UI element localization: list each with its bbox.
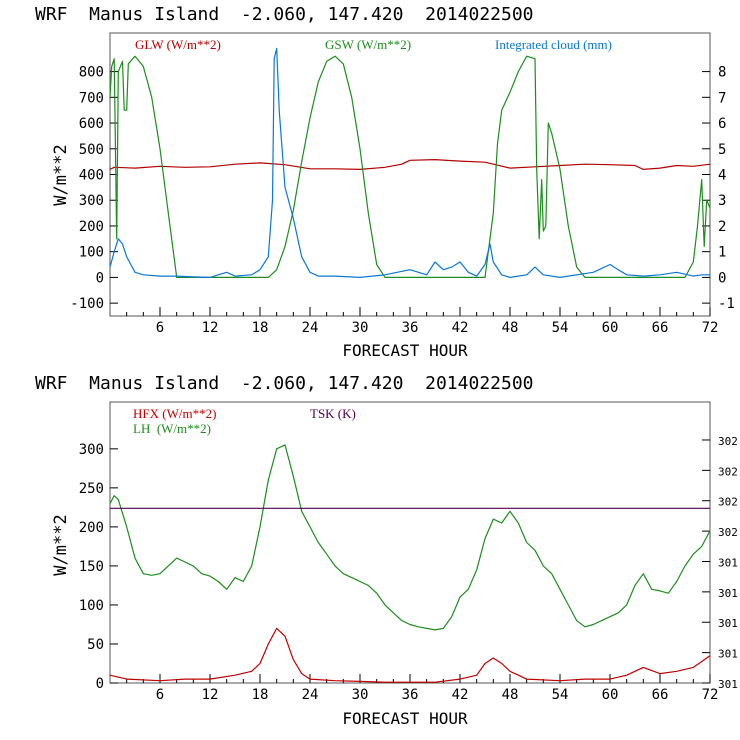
plot-frame <box>109 32 711 317</box>
y-tick-label: 100 <box>79 598 104 614</box>
y2-tick-label: 302.6 <box>718 435 740 448</box>
y-tick-label: 250 <box>79 481 104 497</box>
x-tick-label: 42 <box>452 320 469 336</box>
y-tick-label: 0 <box>96 676 104 692</box>
x-tick-label: 72 <box>702 320 719 336</box>
y-axis-ticks: 0 50 100 150 200 250 300 <box>79 442 118 692</box>
y2-tick-label: 301.4 <box>718 617 740 630</box>
y-axis-label: W/m**2 <box>51 144 71 205</box>
y2-tick-label: 4 <box>718 168 726 184</box>
x-tick-label: 6 <box>156 687 164 703</box>
y-tick-label: 600 <box>79 116 104 132</box>
y2-tick-label: 5 <box>718 142 726 158</box>
x-tick-label: 24 <box>302 687 319 703</box>
y-tick-label: 700 <box>79 90 104 106</box>
x-axis-ticks: 6 12 18 24 30 36 42 48 54 60 66 72 <box>126 674 719 703</box>
x-tick-label: 12 <box>202 687 219 703</box>
legend-cloud: Integrated cloud (mm) <box>495 37 612 52</box>
x-tick-label: 12 <box>202 320 219 336</box>
y-tick-label: 200 <box>79 219 104 235</box>
x-tick-label: 30 <box>352 320 369 336</box>
y2-tick-label: 0 <box>718 270 726 286</box>
x-tick-label: 66 <box>652 687 669 703</box>
y-tick-label: 200 <box>79 520 104 536</box>
x-tick-label: 24 <box>302 320 319 336</box>
y2-tick-label: 301.6 <box>718 587 740 600</box>
y-tick-label: 500 <box>79 142 104 158</box>
chart-top: WRF Manus Island -2.060, 147.420 2014022… <box>35 4 735 360</box>
x-axis-ticks: 6 12 18 24 30 36 42 48 54 60 66 72 <box>126 307 719 336</box>
series-line-integrated <box>109 47 710 278</box>
plot-frame <box>109 401 711 684</box>
y-tick-label: 300 <box>79 442 104 458</box>
y2-tick-label: 2 <box>718 219 726 235</box>
series-lines <box>109 444 711 683</box>
x-axis-label: FORECAST HOUR <box>342 341 468 360</box>
y-axis-ticks: -100 0 100 200 300 400 500 600 700 800 <box>70 65 118 312</box>
y2-axis-ticks: 301.0 301.2 301.4 301.6 301.8 302.0 302.2 302.4… <box>702 435 740 691</box>
x-tick-label: 36 <box>402 687 419 703</box>
y2-tick-label: 6 <box>718 116 726 132</box>
x-tick-label: 48 <box>502 687 519 703</box>
y2-tick-label: 301.8 <box>718 556 740 569</box>
y-tick-label: 0 <box>96 270 104 286</box>
y-axis-label: W/m**2 <box>51 514 71 575</box>
legend-glw: GLW (W/m**2) <box>135 37 221 52</box>
legend-tsk: TSK (K) <box>310 406 356 421</box>
x-tick-label: 54 <box>552 320 569 336</box>
y2-tick-label: 3 <box>718 193 726 209</box>
y2-tick-label: -1 <box>718 296 735 312</box>
y2-tick-label: 1 <box>718 245 726 261</box>
x-tick-label: 60 <box>602 687 619 703</box>
y2-axis-ticks: -1 0 1 2 3 4 5 6 7 8 <box>702 65 735 312</box>
x-tick-label: 18 <box>252 320 269 336</box>
y2-tick-label: 8 <box>718 65 726 81</box>
legend-lh: LH (W/m**2) <box>133 421 211 436</box>
x-tick-label: 54 <box>552 687 569 703</box>
x-tick-label: 18 <box>252 687 269 703</box>
y-tick-label: 50 <box>87 637 104 653</box>
x-tick-label: 36 <box>402 320 419 336</box>
y-tick-label: 150 <box>79 559 104 575</box>
legend-gsw: GSW (W/m**2) <box>325 37 411 52</box>
x-tick-label: 60 <box>602 320 619 336</box>
chart-header: WRF Manus Island -2.060, 147.420 2014022… <box>35 373 534 394</box>
x-tick-label: 42 <box>452 687 469 703</box>
series-line-hfx <box>109 627 711 683</box>
series-line-glw <box>109 159 711 170</box>
y2-tick-label: 302.2 <box>718 496 740 509</box>
y-tick-label: 100 <box>79 245 104 261</box>
chart-header: WRF Manus Island -2.060, 147.420 2014022… <box>35 4 534 25</box>
x-axis-label: FORECAST HOUR <box>342 709 468 728</box>
x-tick-label: 66 <box>652 320 669 336</box>
y-tick-label: 800 <box>79 65 104 81</box>
y2-tick-label: 7 <box>718 90 726 106</box>
x-tick-label: 6 <box>156 320 164 336</box>
chart-bottom: WRF Manus Island -2.060, 147.420 2014022… <box>35 373 740 728</box>
y2-tick-label: 301.0 <box>718 678 740 691</box>
series-lines <box>109 47 711 278</box>
series-line-gsw <box>109 55 711 278</box>
y-tick-label: -100 <box>70 296 104 312</box>
x-tick-label: 72 <box>702 687 719 703</box>
y-tick-label: 300 <box>79 193 104 209</box>
x-tick-label: 30 <box>352 687 369 703</box>
x-tick-label: 48 <box>502 320 519 336</box>
y2-tick-label: 302.4 <box>718 465 740 478</box>
legend-hfx: HFX (W/m**2) <box>133 406 216 421</box>
y2-tick-label: 301.2 <box>718 648 740 661</box>
y-tick-label: 400 <box>79 168 104 184</box>
y2-tick-label: 302.0 <box>718 526 740 539</box>
series-line-lh <box>109 444 711 631</box>
